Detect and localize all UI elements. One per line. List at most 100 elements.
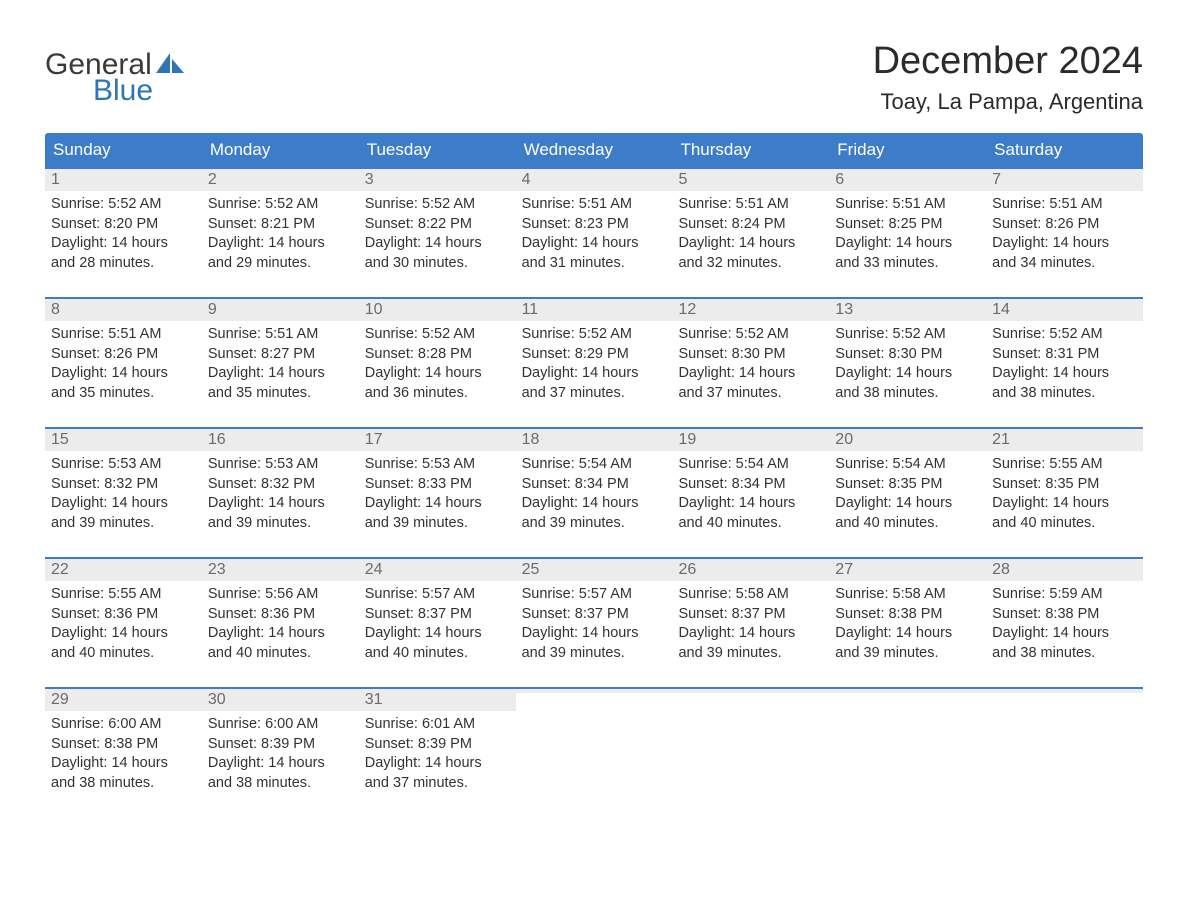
day-header: Wednesday [516, 133, 673, 167]
d2-text: and 35 minutes. [208, 384, 353, 404]
d1-text: Daylight: 14 hours [678, 234, 823, 254]
d1-text: Daylight: 14 hours [992, 494, 1137, 514]
d2-text: and 37 minutes. [522, 384, 667, 404]
d1-text: Daylight: 14 hours [51, 234, 196, 254]
cell-body: Sunrise: 5:54 AMSunset: 8:35 PMDaylight:… [829, 451, 986, 537]
sunset-text: Sunset: 8:38 PM [835, 605, 980, 625]
title-block: December 2024 Toay, La Pampa, Argentina [873, 40, 1143, 115]
sunrise-text: Sunrise: 5:54 AM [522, 455, 667, 475]
cell-body: Sunrise: 5:52 AMSunset: 8:30 PMDaylight:… [672, 321, 829, 407]
day-number-row: 14 [986, 299, 1143, 321]
day-number: 29 [51, 691, 69, 708]
sunset-text: Sunset: 8:20 PM [51, 215, 196, 235]
cell-body: Sunrise: 5:54 AMSunset: 8:34 PMDaylight:… [516, 451, 673, 537]
calendar-cell: 22Sunrise: 5:55 AMSunset: 8:36 PMDayligh… [45, 559, 202, 669]
sunrise-text: Sunrise: 5:52 AM [51, 195, 196, 215]
cell-body: Sunrise: 5:51 AMSunset: 8:27 PMDaylight:… [202, 321, 359, 407]
d1-text: Daylight: 14 hours [51, 494, 196, 514]
day-number-row: 22 [45, 559, 202, 581]
day-number: 28 [992, 561, 1010, 578]
sunrise-text: Sunrise: 5:56 AM [208, 585, 353, 605]
sunset-text: Sunset: 8:25 PM [835, 215, 980, 235]
d2-text: and 39 minutes. [678, 644, 823, 664]
d1-text: Daylight: 14 hours [992, 364, 1137, 384]
day-number-row: 3 [359, 169, 516, 191]
day-number: 4 [522, 171, 531, 188]
cell-body: Sunrise: 5:52 AMSunset: 8:30 PMDaylight:… [829, 321, 986, 407]
d2-text: and 37 minutes. [365, 774, 510, 794]
day-number-row: 11 [516, 299, 673, 321]
cell-body: Sunrise: 5:52 AMSunset: 8:28 PMDaylight:… [359, 321, 516, 407]
cell-body: Sunrise: 5:57 AMSunset: 8:37 PMDaylight:… [516, 581, 673, 667]
day-number-row: 6 [829, 169, 986, 191]
sunrise-text: Sunrise: 5:52 AM [365, 325, 510, 345]
d2-text: and 34 minutes. [992, 254, 1137, 274]
calendar-cell: 6Sunrise: 5:51 AMSunset: 8:25 PMDaylight… [829, 169, 986, 279]
sunset-text: Sunset: 8:34 PM [522, 475, 667, 495]
day-number-row: 13 [829, 299, 986, 321]
sunset-text: Sunset: 8:22 PM [365, 215, 510, 235]
d2-text: and 40 minutes. [835, 514, 980, 534]
day-number-row: 23 [202, 559, 359, 581]
d2-text: and 40 minutes. [992, 514, 1137, 534]
day-number-row: 18 [516, 429, 673, 451]
sunrise-text: Sunrise: 5:54 AM [835, 455, 980, 475]
day-number: 25 [522, 561, 540, 578]
sunset-text: Sunset: 8:39 PM [208, 735, 353, 755]
d2-text: and 38 minutes. [992, 644, 1137, 664]
d1-text: Daylight: 14 hours [208, 364, 353, 384]
d2-text: and 39 minutes. [522, 644, 667, 664]
d2-text: and 31 minutes. [522, 254, 667, 274]
sunrise-text: Sunrise: 5:57 AM [522, 585, 667, 605]
cell-body: Sunrise: 5:52 AMSunset: 8:29 PMDaylight:… [516, 321, 673, 407]
calendar-cell: 10 Sunrise: 5:52 AMSunset: 8:28 PMDayligh… [359, 299, 516, 409]
sunset-text: Sunset: 8:31 PM [992, 345, 1137, 365]
day-number: 7 [992, 171, 1001, 188]
week-row: 29Sunrise: 6:00 AMSunset: 8:38 PMDayligh… [45, 687, 1143, 799]
day-header: Thursday [672, 133, 829, 167]
day-number-row: 24 [359, 559, 516, 581]
sunset-text: Sunset: 8:28 PM [365, 345, 510, 365]
calendar-cell: 5Sunrise: 5:51 AMSunset: 8:24 PMDaylight… [672, 169, 829, 279]
day-number: 3 [365, 171, 374, 188]
day-number: 14 [992, 301, 1010, 318]
calendar-cell: 17Sunrise: 5:53 AMSunset: 8:33 PMDayligh… [359, 429, 516, 539]
sunrise-text: Sunrise: 5:55 AM [51, 585, 196, 605]
cell-body: Sunrise: 5:51 AMSunset: 8:25 PMDaylight:… [829, 191, 986, 277]
sunset-text: Sunset: 8:37 PM [365, 605, 510, 625]
cell-body: Sunrise: 5:51 AMSunset: 8:26 PMDaylight:… [986, 191, 1143, 277]
day-number: 5 [678, 171, 687, 188]
day-number-row: 25 [516, 559, 673, 581]
cell-body: Sunrise: 6:01 AMSunset: 8:39 PMDaylight:… [359, 711, 516, 797]
d2-text: and 39 minutes. [51, 514, 196, 534]
sunset-text: Sunset: 8:38 PM [51, 735, 196, 755]
cell-body: Sunrise: 5:57 AMSunset: 8:37 PMDaylight:… [359, 581, 516, 667]
day-number: 10 [365, 301, 383, 318]
d1-text: Daylight: 14 hours [835, 624, 980, 644]
logo-word-blue: Blue [93, 76, 184, 106]
d1-text: Daylight: 14 hours [208, 494, 353, 514]
sunrise-text: Sunrise: 5:51 AM [208, 325, 353, 345]
sunset-text: Sunset: 8:38 PM [992, 605, 1137, 625]
cell-body: Sunrise: 5:51 AMSunset: 8:26 PMDaylight:… [45, 321, 202, 407]
cell-body: Sunrise: 5:52 AMSunset: 8:31 PMDaylight:… [986, 321, 1143, 407]
calendar-cell: 8Sunrise: 5:51 AMSunset: 8:26 PMDaylight… [45, 299, 202, 409]
sunset-text: Sunset: 8:30 PM [678, 345, 823, 365]
day-number: 20 [835, 431, 853, 448]
day-number: 11 [522, 301, 539, 318]
day-number: 22 [51, 561, 69, 578]
calendar-cell: 27Sunrise: 5:58 AMSunset: 8:38 PMDayligh… [829, 559, 986, 669]
day-number-row: 12 [672, 299, 829, 321]
day-header: Monday [202, 133, 359, 167]
d1-text: Daylight: 14 hours [835, 364, 980, 384]
calendar-cell: 2Sunrise: 5:52 AMSunset: 8:21 PMDaylight… [202, 169, 359, 279]
day-number: 1 [51, 171, 60, 188]
cell-body [986, 693, 1143, 701]
day-number-row: 28 [986, 559, 1143, 581]
day-header-row: Sunday Monday Tuesday Wednesday Thursday… [45, 133, 1143, 167]
d1-text: Daylight: 14 hours [678, 494, 823, 514]
sunrise-text: Sunrise: 5:51 AM [51, 325, 196, 345]
d2-text: and 29 minutes. [208, 254, 353, 274]
week-row: 8Sunrise: 5:51 AMSunset: 8:26 PMDaylight… [45, 297, 1143, 409]
d2-text: and 33 minutes. [835, 254, 980, 274]
